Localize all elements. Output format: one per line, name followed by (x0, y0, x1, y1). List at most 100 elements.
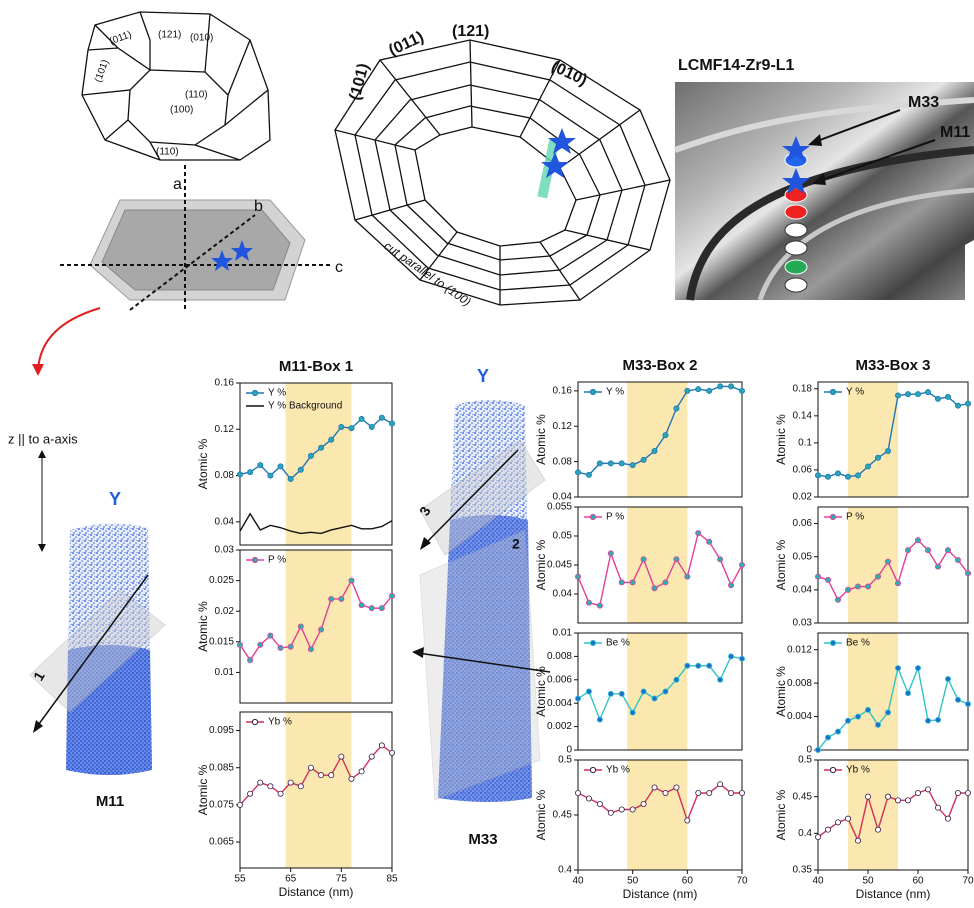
data-point (865, 794, 870, 799)
data-point (630, 710, 635, 715)
x-tick-label: 60 (912, 876, 924, 887)
highlight-band (848, 633, 898, 750)
data-point (298, 467, 303, 472)
element-label: Y (109, 489, 121, 509)
data-point (258, 463, 263, 468)
y-tick-label: 0.1 (798, 438, 812, 449)
legend-marker (590, 640, 595, 645)
data-point (349, 426, 354, 431)
face-label: (121) (158, 30, 181, 41)
data-point (885, 448, 890, 453)
data-point (268, 633, 273, 638)
data-point (608, 551, 613, 556)
data-point (875, 574, 880, 579)
y-axis-label: Atomic % (534, 539, 548, 590)
axis-label: b (254, 198, 263, 215)
y-tick-label: 0.06 (793, 465, 813, 476)
data-point (248, 470, 253, 475)
y-tick-label: 0.025 (209, 575, 234, 586)
data-point (685, 388, 690, 393)
data-point (865, 707, 870, 712)
data-point (965, 790, 970, 795)
data-point (885, 559, 890, 564)
legend-label: Y % Background (268, 401, 342, 412)
micrograph (675, 82, 974, 300)
data-point (965, 401, 970, 406)
data-point (619, 580, 624, 585)
data-point (339, 596, 344, 601)
data-point (728, 654, 733, 659)
y-axis-label: Atomic % (534, 666, 548, 717)
data-point (329, 437, 334, 442)
data-point (608, 461, 613, 466)
box-slab (420, 530, 540, 800)
data-point (586, 796, 591, 801)
data-point (298, 624, 303, 629)
y-tick-label: 0.45 (793, 791, 813, 802)
data-point (369, 606, 374, 611)
y-tick-label: 0.35 (793, 865, 813, 876)
arrowhead (412, 647, 424, 658)
data-point (845, 587, 850, 592)
y-tick-label: 0.006 (547, 674, 572, 685)
data-point (586, 472, 591, 477)
data-point (389, 421, 394, 426)
data-point (575, 470, 580, 475)
y-tick-label: 0.065 (209, 837, 234, 848)
legend-label: P % (606, 512, 624, 523)
legend-marker (830, 767, 835, 772)
data-point (825, 827, 830, 832)
y-axis-label: Atomic % (774, 539, 788, 590)
y-tick-label: 0.01 (215, 667, 235, 678)
data-point (728, 384, 733, 389)
data-point (318, 773, 323, 778)
data-point (895, 581, 900, 586)
y-tick-label: 0.055 (547, 502, 572, 513)
data-point (268, 473, 273, 478)
data-point (955, 697, 960, 702)
data-point (965, 571, 970, 576)
data-point (248, 791, 253, 796)
y-tick-label: 0.03 (215, 545, 235, 556)
data-point (237, 472, 242, 477)
x-tick-label: 85 (386, 874, 398, 885)
data-point (685, 574, 690, 579)
data-point (674, 677, 679, 682)
data-point (925, 390, 930, 395)
y-tick-label: 0.12 (553, 421, 573, 432)
y-tick-label: 0.16 (553, 385, 573, 396)
data-point (278, 464, 283, 469)
y-tick-label: 0.06 (793, 518, 813, 529)
figure: (011) (121) (010) (101) (110) (100) (110… (0, 0, 974, 908)
x-axis-label: Distance (nm) (623, 887, 698, 901)
y-tick-label: 0.004 (547, 698, 572, 709)
legend-marker (252, 390, 257, 395)
data-point (586, 600, 591, 605)
data-point (718, 782, 723, 787)
data-point (925, 718, 930, 723)
y-axis-label: Atomic % (534, 414, 548, 465)
data-point (865, 584, 870, 589)
highlight-band (627, 760, 687, 870)
legend-label: P % (846, 512, 864, 523)
data-point (696, 663, 701, 668)
chart-panel: 0.040.080.120.16M33-Box 2Atomic %Y % (534, 357, 744, 503)
data-point (865, 464, 870, 469)
y-tick-label: 0.002 (547, 721, 572, 732)
x-tick-label: 50 (862, 876, 874, 887)
y-axis-label: Atomic % (196, 438, 210, 489)
y-tick-label: 0.16 (215, 378, 235, 389)
data-point (815, 574, 820, 579)
data-point (905, 798, 910, 803)
y-tick-label: 0.008 (787, 678, 812, 689)
y-tick-label: 0.4 (558, 865, 572, 876)
data-point (674, 785, 679, 790)
data-point (718, 384, 723, 389)
data-point (696, 790, 701, 795)
data-point (349, 776, 354, 781)
data-point (359, 769, 364, 774)
y-tick-label: 0.05 (553, 531, 573, 542)
y-tick-label: 0.04 (215, 516, 235, 527)
x-tick-label: 60 (682, 876, 694, 887)
